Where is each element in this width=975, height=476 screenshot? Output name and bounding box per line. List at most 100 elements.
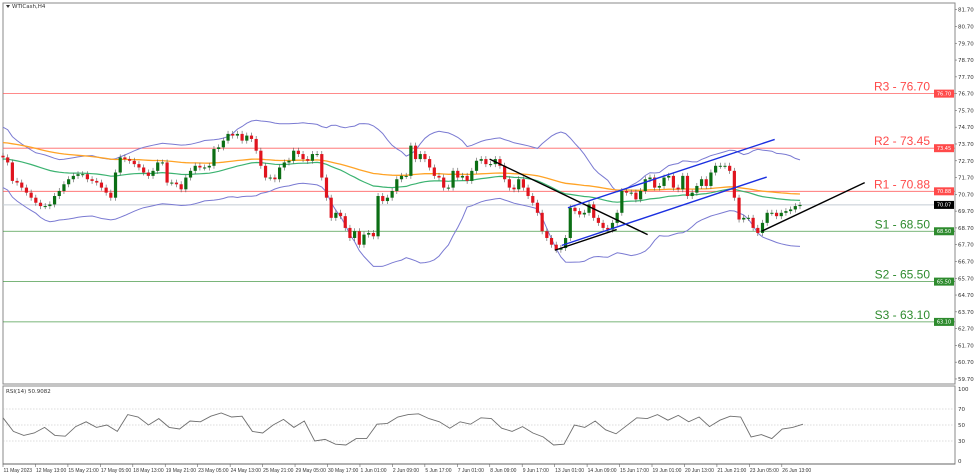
time-tick-label: 29 May 05:00 [296, 468, 327, 474]
rsi-tick-label: 70 [958, 407, 965, 413]
candle [15, 177, 19, 186]
candle-body [653, 177, 657, 188]
candle [301, 151, 305, 163]
collapse-triangle-icon[interactable] [6, 5, 10, 8]
price-tick-label: 68.70 [958, 226, 974, 232]
candle-body [409, 145, 413, 176]
candle [188, 167, 193, 181]
candle-body [428, 159, 432, 168]
candle-body [221, 140, 225, 148]
rsi-tick-label: 50 [958, 423, 965, 429]
candle [235, 130, 240, 139]
candle-body [545, 231, 549, 238]
candle [685, 172, 690, 200]
candle [249, 132, 254, 142]
price-tick-label: 80.70 [958, 24, 974, 30]
price-tick-label: 79.70 [958, 41, 974, 47]
candle [202, 164, 207, 171]
candle [526, 184, 530, 200]
candle [446, 184, 450, 191]
candle [212, 146, 216, 169]
candle [132, 157, 136, 168]
candle-body [184, 177, 188, 190]
candle [179, 181, 183, 193]
candle-body [259, 150, 263, 166]
candle-body [704, 179, 708, 186]
channel-upper-line[interactable] [567, 138, 775, 209]
time-tick-label: 18 May 13:00 [133, 468, 164, 474]
candle [226, 130, 230, 144]
candle [85, 171, 89, 183]
candle-body [198, 165, 202, 168]
trendlines[interactable] [489, 138, 865, 251]
level-label-s3: S3 - 63.10 [875, 308, 931, 322]
price-tick-label: 61.70 [958, 343, 974, 349]
candle [620, 187, 624, 216]
candle [456, 167, 460, 181]
candle [470, 167, 474, 184]
candle [160, 159, 164, 166]
price-tick-label: 77.70 [958, 75, 974, 81]
time-tick-label: 12 May 13:00 [36, 468, 67, 474]
candle [353, 228, 357, 241]
candle-body [540, 212, 544, 232]
candle [423, 151, 427, 163]
time-tick-label: 15 May 21:00 [68, 468, 99, 474]
candle [596, 214, 601, 226]
downtrend-line[interactable] [489, 158, 648, 236]
candle-body [381, 196, 385, 202]
uptrend-line[interactable] [761, 181, 865, 232]
candle-body [249, 135, 254, 139]
price-tick-label: 74.70 [958, 125, 974, 131]
candle [29, 189, 33, 201]
candle [437, 172, 441, 181]
support-trend-short[interactable] [554, 228, 617, 251]
candle-body [127, 159, 132, 161]
candle-body [568, 207, 572, 238]
time-tick-label: 2 Jun 09:00 [393, 468, 419, 474]
candle [395, 176, 399, 194]
candle [728, 162, 732, 174]
candle-body [296, 150, 300, 155]
price-tick-label: 60.70 [958, 360, 974, 366]
candle-body [695, 185, 699, 193]
candle-body [685, 175, 690, 197]
level-badge-s2 [934, 277, 954, 286]
candle [568, 204, 572, 241]
candle [662, 174, 666, 189]
price-tick-label: 76.70 [958, 92, 974, 98]
candle [484, 156, 488, 168]
candle [240, 130, 244, 144]
candle-body [423, 154, 427, 160]
candle [259, 147, 263, 169]
level-badge-text: 68.50 [937, 229, 951, 235]
channel-lower-line[interactable] [561, 176, 767, 247]
bollinger-bands [2, 119, 801, 267]
candle [592, 201, 596, 221]
candle [123, 154, 127, 163]
candle [512, 184, 516, 193]
price-axis[interactable]: 81.70 80.70 79.70 78.70 77.70 76.70 75.70 74.70… [955, 8, 974, 383]
candle [245, 132, 249, 144]
candle-body [282, 162, 286, 168]
candle-body [165, 162, 169, 183]
candle [540, 209, 544, 235]
price-tick-label: 62.70 [958, 327, 974, 333]
time-axis[interactable]: 11 May 2023 12 May 13:00 15 May 21:00 17 Ma… [2, 464, 811, 474]
candle-body [634, 192, 638, 200]
candle [460, 172, 465, 181]
candle [488, 161, 493, 168]
candle-body [418, 154, 422, 160]
candle-body [240, 133, 244, 141]
candle [643, 176, 647, 194]
candle [770, 209, 774, 216]
candle [521, 176, 525, 191]
candle-body [353, 231, 357, 238]
candle [371, 229, 375, 240]
candle-body [732, 170, 736, 198]
candle [535, 199, 540, 216]
time-tick-label: 14 Jun 09:00 [588, 468, 617, 474]
time-tick-label: 20 Jun 13:00 [685, 468, 714, 474]
candle-body [676, 187, 680, 190]
